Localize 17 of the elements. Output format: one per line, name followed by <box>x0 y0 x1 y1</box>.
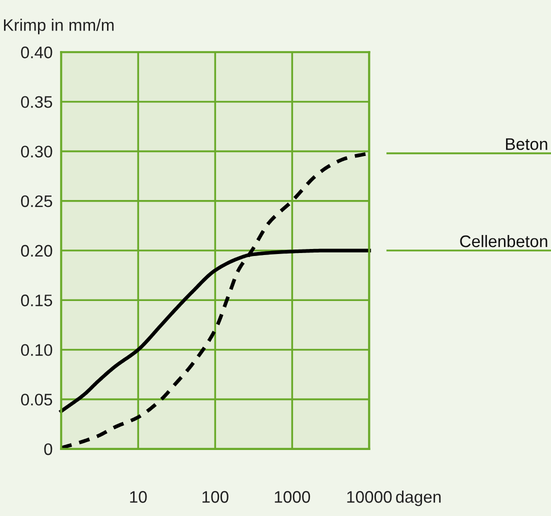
y-tick-label: 0.10 <box>21 344 52 356</box>
y-tick-label: 0.15 <box>21 294 52 306</box>
y-tick-label: 0.30 <box>21 146 52 158</box>
y-tick-label: 0.20 <box>21 244 52 257</box>
y-tick-label: 0.05 <box>21 394 52 406</box>
x-tick-label: 1000 <box>274 491 310 503</box>
x-axis-title: dagen <box>396 490 441 506</box>
y-tick-label: 0.40 <box>21 46 52 58</box>
y-tick-label: 0.35 <box>21 96 52 108</box>
text: Cellenbeton <box>460 234 548 248</box>
y-tick-label: 0.25 <box>21 195 52 208</box>
text: Beton <box>506 138 548 150</box>
x-tick-label: 10 <box>130 491 147 503</box>
x-tick-label: 100 <box>202 491 228 503</box>
y-tick-label: 0 <box>44 443 52 456</box>
x-tick-label: 10000 <box>347 491 392 503</box>
y-axis-title: Krimp in mm/m <box>4 18 114 34</box>
